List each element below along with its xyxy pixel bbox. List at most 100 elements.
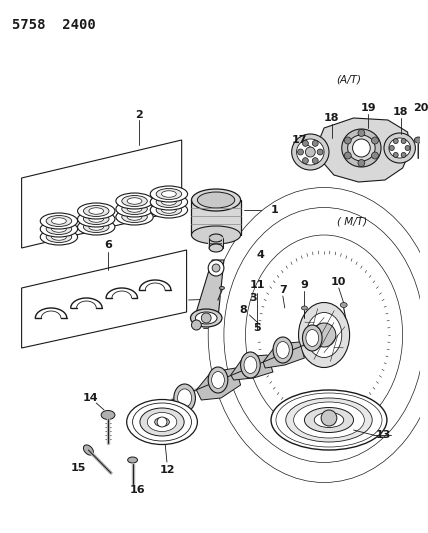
Ellipse shape [244,357,257,374]
Ellipse shape [46,231,71,243]
Ellipse shape [89,216,104,222]
Ellipse shape [122,196,147,206]
Text: 5: 5 [253,323,261,333]
Ellipse shape [77,203,115,219]
Ellipse shape [389,138,410,158]
Text: 16: 16 [130,485,145,495]
Ellipse shape [77,211,115,227]
Text: 13: 13 [375,430,391,440]
Ellipse shape [276,342,289,359]
Text: 6: 6 [104,240,112,250]
Text: 14: 14 [83,393,98,403]
Ellipse shape [271,390,387,450]
Ellipse shape [340,303,347,308]
Ellipse shape [147,413,177,432]
Ellipse shape [306,312,342,358]
Circle shape [345,137,351,144]
Ellipse shape [161,199,176,205]
Circle shape [312,158,318,164]
Text: 15: 15 [71,463,86,473]
Ellipse shape [294,402,364,438]
Ellipse shape [150,194,187,210]
Text: 18: 18 [324,113,340,123]
Ellipse shape [276,393,382,447]
Text: 8: 8 [240,305,247,315]
Text: 19: 19 [360,103,376,113]
Ellipse shape [89,224,104,230]
Text: 4: 4 [256,250,264,260]
Ellipse shape [304,408,354,432]
Text: 2: 2 [136,110,143,120]
Ellipse shape [348,135,375,161]
Text: 18: 18 [393,107,408,117]
Circle shape [212,264,220,272]
Text: 20: 20 [413,103,428,113]
Ellipse shape [211,372,224,389]
Circle shape [393,139,398,143]
Ellipse shape [51,226,66,232]
Circle shape [306,147,315,157]
Circle shape [358,159,365,166]
Ellipse shape [306,329,319,346]
Polygon shape [194,260,224,318]
Circle shape [358,130,365,136]
Ellipse shape [51,218,66,224]
Circle shape [345,152,351,159]
Circle shape [303,140,308,147]
Ellipse shape [156,205,181,215]
Ellipse shape [150,202,187,218]
Ellipse shape [150,186,187,202]
Ellipse shape [122,212,147,222]
Circle shape [372,152,378,159]
Ellipse shape [190,309,222,327]
Ellipse shape [414,137,422,143]
Polygon shape [319,118,410,182]
Ellipse shape [174,384,196,412]
Ellipse shape [155,417,169,426]
Circle shape [401,139,406,143]
Polygon shape [21,140,181,248]
Text: 12: 12 [159,465,175,475]
Polygon shape [263,342,304,368]
Ellipse shape [127,198,142,204]
Ellipse shape [83,222,109,232]
Text: 3: 3 [250,293,257,303]
Polygon shape [191,200,241,235]
Ellipse shape [116,193,153,209]
Ellipse shape [256,247,393,423]
Ellipse shape [197,192,235,208]
Ellipse shape [191,226,241,244]
Circle shape [321,410,337,426]
Circle shape [353,139,370,157]
Ellipse shape [314,413,344,427]
Ellipse shape [196,312,217,324]
Ellipse shape [209,234,223,242]
Circle shape [303,158,308,164]
Circle shape [297,149,303,155]
Ellipse shape [259,253,389,417]
Text: 7: 7 [279,285,287,295]
Ellipse shape [220,287,224,289]
Ellipse shape [83,206,109,216]
Ellipse shape [83,445,93,455]
Ellipse shape [116,209,153,225]
Ellipse shape [83,214,109,224]
Circle shape [157,417,167,427]
Circle shape [201,313,211,323]
Circle shape [208,260,224,276]
Ellipse shape [156,197,181,207]
Text: 17: 17 [292,135,307,145]
Ellipse shape [224,207,424,463]
Polygon shape [196,368,241,400]
Ellipse shape [286,398,372,442]
Ellipse shape [291,134,329,170]
Ellipse shape [127,214,142,220]
Polygon shape [231,355,273,380]
Ellipse shape [89,208,104,214]
Ellipse shape [208,188,428,482]
Ellipse shape [156,189,181,199]
Ellipse shape [127,400,197,445]
Ellipse shape [191,189,241,211]
Ellipse shape [299,303,350,367]
Ellipse shape [342,129,381,167]
